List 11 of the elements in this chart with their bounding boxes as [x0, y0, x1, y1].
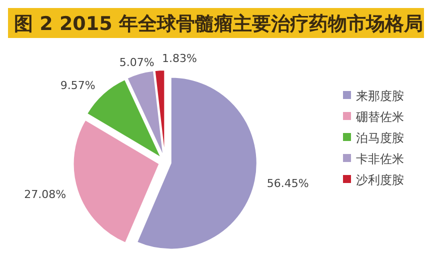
data-label: 27.08% — [24, 188, 66, 202]
data-label: 56.45% — [266, 176, 309, 190]
chart-title: 图 2 2015 年全球骨髓瘤主要治疗药物市场格局 — [14, 13, 423, 35]
legend-label: 卡非佐米 — [356, 152, 404, 166]
data-label: 1.83% — [162, 52, 197, 66]
legend-label: 硼替佐米 — [355, 110, 404, 124]
legend-label: 泊马度胺 — [356, 131, 404, 145]
data-label: 5.07% — [119, 56, 154, 69]
data-label: 9.57% — [60, 78, 96, 92]
legend-label: 来那度胺 — [356, 89, 404, 103]
legend-label: 沙利度胺 — [356, 173, 404, 187]
